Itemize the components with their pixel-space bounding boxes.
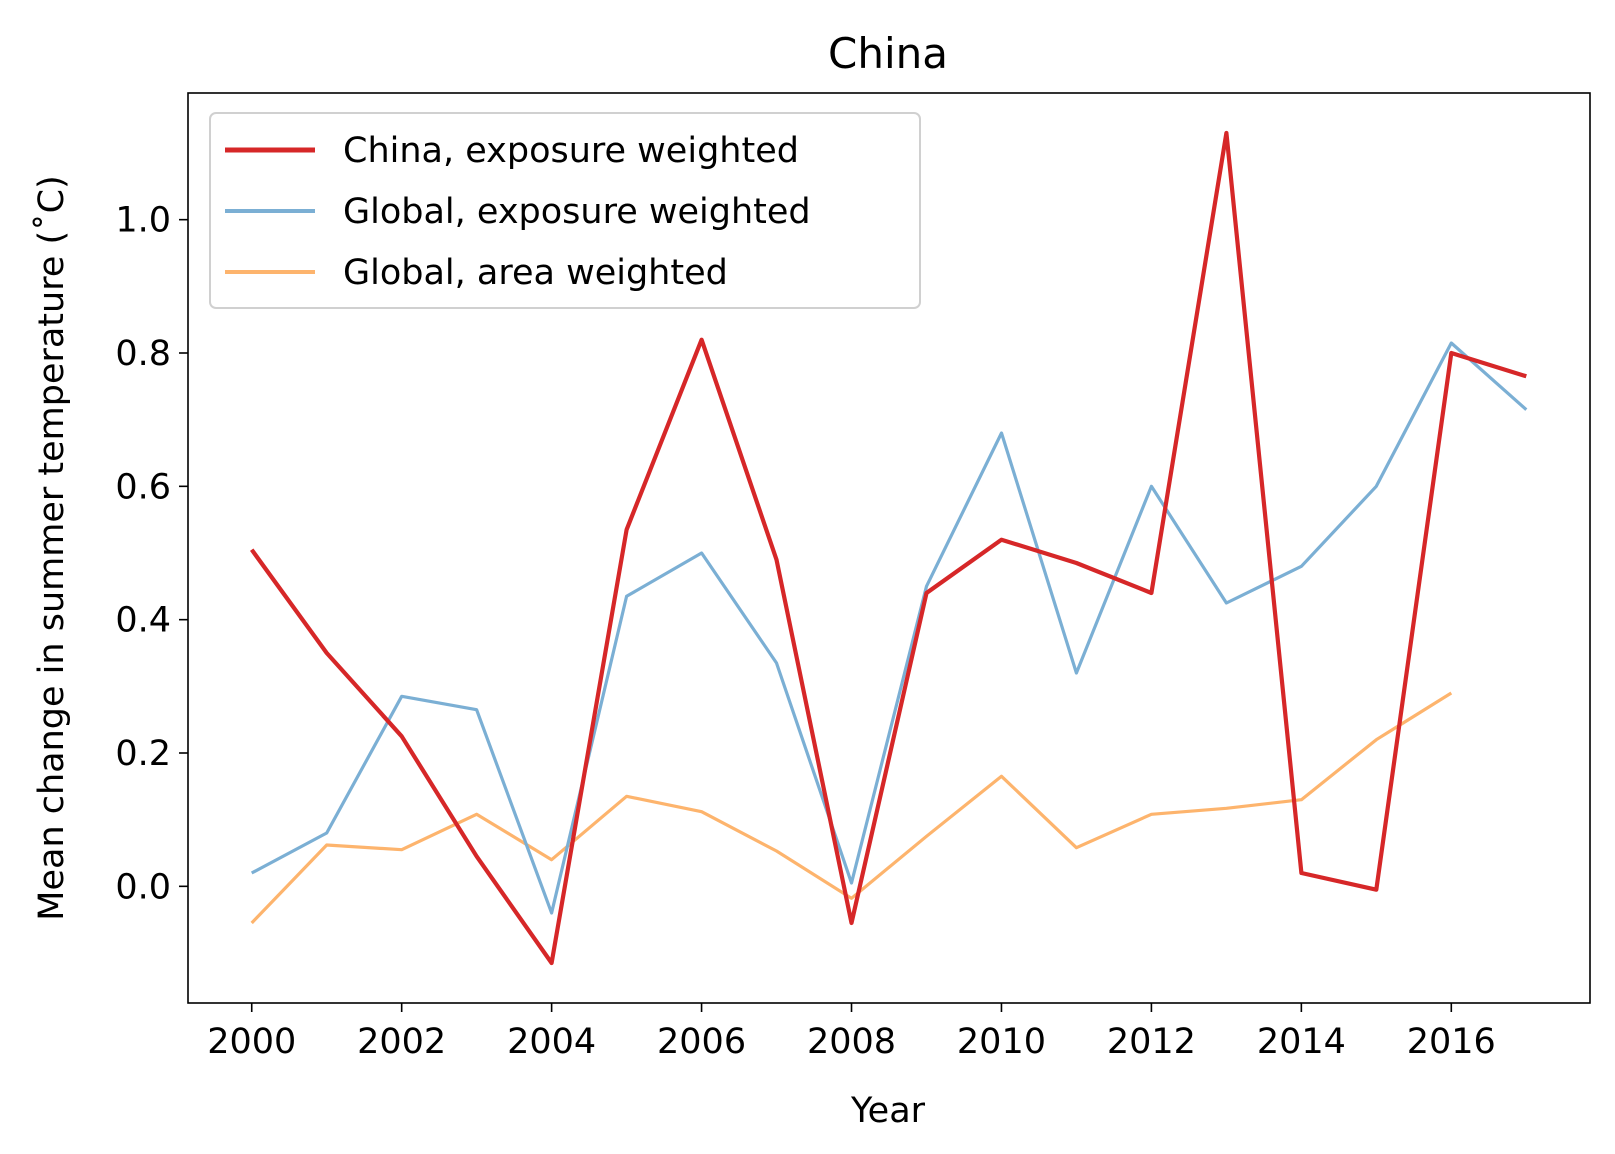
x-tick-label: 2002 — [357, 1022, 446, 1062]
plot-area — [250, 130, 1528, 966]
y-tick-label: 0.2 — [115, 734, 171, 774]
y-axis-label: Mean change in summer temperature (˚C) — [31, 175, 72, 920]
legend-label-0: China, exposure weighted — [343, 131, 799, 171]
series-line-0 — [250, 130, 1527, 966]
legend-box — [209, 112, 921, 309]
y-tick-label: 0.8 — [115, 334, 171, 374]
x-tick-label: 2012 — [1107, 1022, 1196, 1062]
x-tick-label: 2000 — [207, 1022, 296, 1062]
series-line-2 — [250, 691, 1453, 925]
axes-frame — [187, 92, 1591, 1004]
x-tick-label: 2008 — [807, 1022, 896, 1062]
x-tick-label: 2016 — [1407, 1022, 1496, 1062]
x-tick-label: 2004 — [507, 1022, 596, 1062]
x-tick-label: 2006 — [657, 1022, 746, 1062]
y-tick-label: 1.0 — [115, 201, 171, 241]
legend-label-2: Global, area weighted — [343, 253, 728, 293]
y-tick-label: 0.6 — [115, 467, 171, 507]
x-axis-label: Year — [850, 1091, 926, 1131]
legend: China, exposure weighted Global, exposure… — [209, 112, 921, 309]
series-line-1 — [250, 341, 1528, 915]
x-tick-label: 2014 — [1257, 1022, 1346, 1062]
legend-label-1: Global, exposure weighted — [343, 192, 811, 232]
y-tick-label: 0.4 — [115, 601, 171, 641]
y-tick-label: 0.0 — [115, 867, 171, 907]
axes: 2000 2002 2004 2006 2008 2010 2012 2014 2016 0.0 0… — [115, 92, 1591, 1062]
chart-title: China — [828, 29, 948, 78]
x-tick-label: 2010 — [957, 1022, 1046, 1062]
